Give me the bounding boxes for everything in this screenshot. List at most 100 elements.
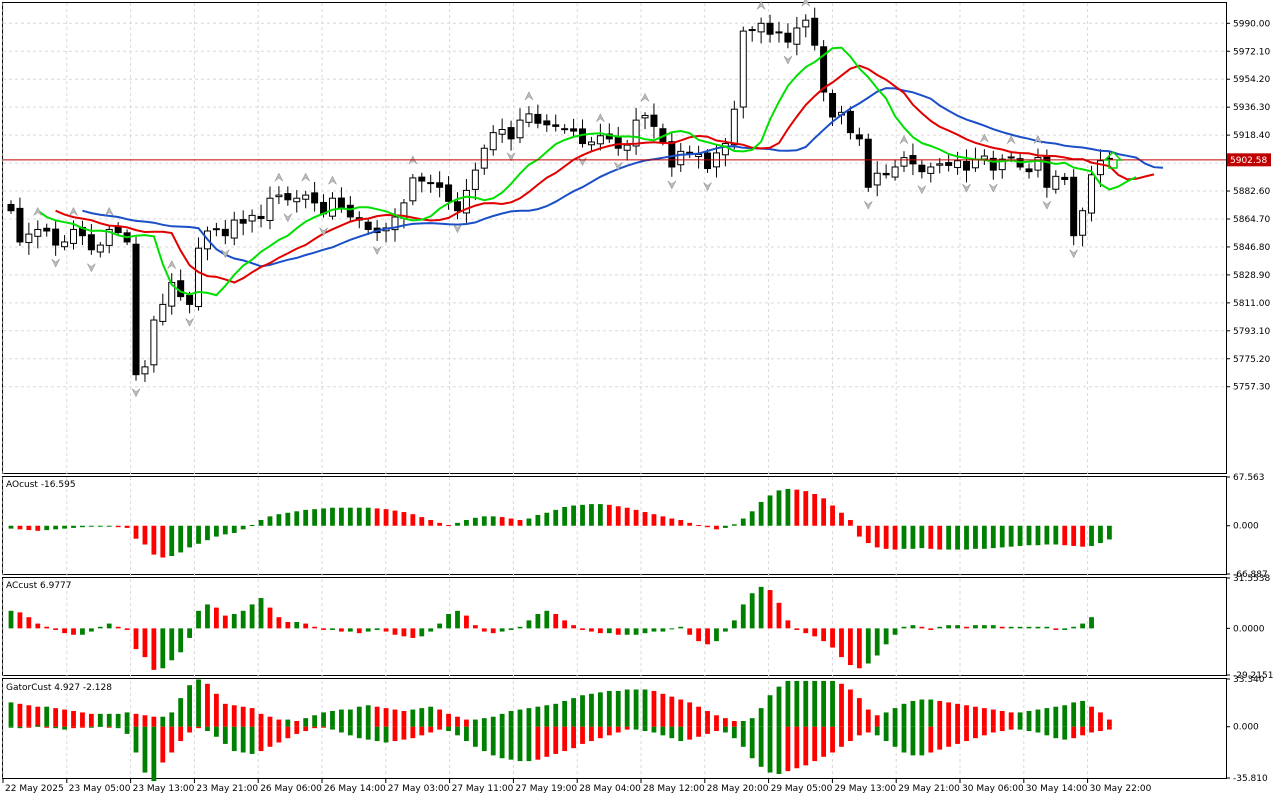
ao-y-label: -66.887 [1233, 570, 1268, 580]
gator-lower-bar [222, 726, 228, 744]
gator-upper-bar [919, 699, 925, 727]
ac-bar [731, 620, 737, 629]
gator-upper-bar [553, 703, 559, 727]
gator-lower-bar [499, 726, 505, 759]
gator-lower-bar [901, 726, 907, 753]
gator-lower-bar [249, 726, 255, 754]
ao-bar [571, 505, 576, 526]
gator-upper-bar [1062, 705, 1068, 727]
candle-body [855, 134, 863, 140]
gator-lower-bar [339, 726, 344, 733]
ac-bar [455, 610, 460, 629]
gator-upper-bar [785, 680, 791, 727]
gator-lower-bar [803, 726, 809, 766]
ao-bar [464, 519, 469, 526]
gator-upper-bar [213, 693, 219, 727]
gator-upper-bar [1071, 702, 1077, 727]
candle-body [1096, 160, 1104, 176]
gator-lower-bar [723, 726, 728, 733]
ao-bar [240, 525, 246, 530]
ac-bar [222, 615, 228, 629]
gator-lower-bar [1089, 726, 1094, 733]
candle-body [882, 172, 890, 176]
gator-upper-bar [97, 713, 103, 727]
ac-bar [973, 625, 978, 629]
candle-body [641, 114, 649, 119]
ac-bar [44, 626, 50, 629]
y-tick-label: 5954.20 [1233, 75, 1270, 85]
current-price-label-bg [1227, 153, 1271, 167]
y-tick-label: 5882.60 [1233, 187, 1270, 197]
gator-lower-bar [490, 726, 496, 756]
candle-body [462, 189, 470, 214]
candle-body [1061, 176, 1069, 180]
ao-bar [312, 509, 318, 526]
candle-body [614, 136, 622, 149]
ac-bar [740, 604, 746, 629]
gator-lower-bar [410, 726, 416, 739]
gator-lower-bar [437, 726, 443, 730]
gator-lower-bar [365, 726, 371, 740]
candle-body [418, 176, 426, 182]
ac-bar [883, 628, 889, 645]
gator-upper-bar [71, 710, 76, 727]
gator-lower-bar [508, 726, 514, 760]
gator-lower-bar [419, 726, 425, 736]
up-arrowhead-icon [167, 259, 176, 269]
gator-upper-bar [231, 705, 237, 727]
candle-body [748, 29, 756, 32]
ac-bar [1035, 626, 1041, 629]
ac-bar [472, 625, 478, 629]
ao-bar [1106, 525, 1112, 540]
ao-bar [973, 525, 978, 549]
gator-upper-bar [633, 689, 639, 727]
ao-bar [749, 511, 755, 526]
ao-bar [205, 525, 210, 541]
gator-lower-bar [964, 726, 969, 742]
ac-bar [955, 625, 960, 629]
candle-body [43, 227, 51, 232]
ao-bar [696, 525, 702, 527]
gator-lower-bar [865, 726, 871, 733]
candle-body [963, 160, 971, 171]
ac-bar [115, 626, 121, 629]
candle-body [302, 194, 310, 200]
gator-lower-bar [53, 726, 59, 729]
gator-lower-bar [955, 726, 960, 744]
gator-lower-bar [330, 726, 335, 730]
gator-lower-bar [669, 726, 675, 739]
gator-lower-bar [1026, 726, 1032, 732]
ao-bar [222, 525, 228, 535]
candle-body [811, 17, 819, 46]
gator-lower-bar [767, 726, 773, 773]
gator-lower-bar [347, 726, 353, 736]
ac-bar [678, 626, 684, 629]
gator-upper-bar [705, 710, 710, 727]
gator-y-label: 0.000 [1233, 723, 1259, 733]
ao-bar [88, 525, 94, 527]
ao-bar [160, 525, 166, 558]
gator-upper-bar [267, 716, 273, 727]
ac-bar [365, 628, 371, 632]
ao-histogram [8, 488, 1112, 558]
ao-bar [106, 525, 112, 527]
gator-upper-bar [499, 713, 505, 727]
down-arrowhead-icon [962, 183, 971, 193]
ao-bar [8, 525, 14, 529]
x-tick-label: 29 May 13:00 [834, 784, 896, 794]
gator-upper-bar [481, 718, 487, 727]
down-arrowhead-icon [783, 55, 793, 65]
gator-upper-bar [669, 696, 675, 727]
gator-upper-bar [848, 689, 853, 727]
candle-body [829, 92, 837, 118]
ao-bar [883, 525, 889, 549]
gator-lower-bar [624, 726, 630, 730]
gator-upper-bar [964, 705, 969, 727]
x-tick-label: 28 May 04:00 [579, 784, 641, 794]
ao-bar [589, 504, 594, 526]
ac-bar [401, 628, 407, 637]
gator-lower-bar [428, 726, 434, 733]
gator-upper-bar [26, 705, 32, 727]
gator-lower-bar [276, 726, 282, 743]
candle-body [1070, 176, 1078, 237]
